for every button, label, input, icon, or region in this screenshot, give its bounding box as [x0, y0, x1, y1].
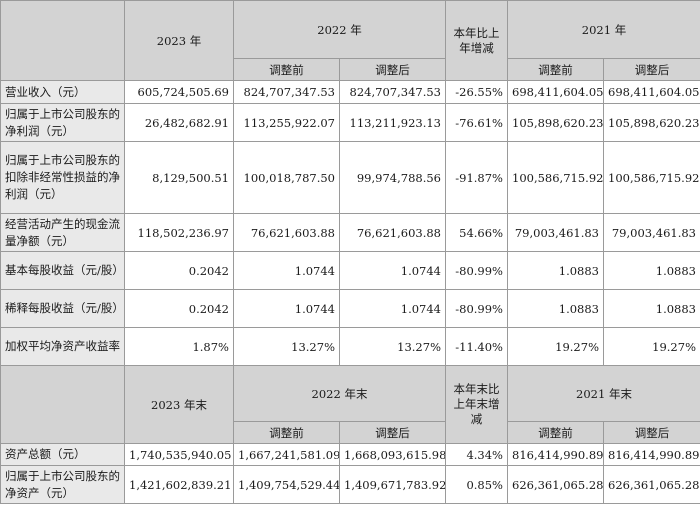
- cell-value: 1.0883: [603, 289, 700, 328]
- table-row: 归属于上市公司股东的扣除非经常性损益的净利润（元） 8,129,500.51 1…: [0, 141, 700, 214]
- table-row: 资产总额（元） 1,740,535,940.05 1,667,241,581.0…: [0, 443, 700, 466]
- table-row: 归属于上市公司股东的净资产（元） 1,421,602,839.21 1,409,…: [0, 465, 700, 504]
- table-row: 营业收入（元） 605,724,505.69 824,707,347.53 82…: [0, 80, 700, 104]
- row-label: 经营活动产生的现金流量净额（元）: [0, 213, 125, 252]
- cell-value: 99,974,788.56: [339, 141, 446, 214]
- row-label: 归属于上市公司股东的净利润（元）: [0, 103, 125, 142]
- row-label: 归属于上市公司股东的净资产（元）: [0, 465, 125, 504]
- cell-value: 13.27%: [233, 327, 340, 366]
- cell-value: 1.0744: [233, 289, 340, 328]
- cell-value: 1.0883: [507, 289, 604, 328]
- cell-value: -80.99%: [445, 289, 508, 328]
- cell-value: 1.0744: [339, 289, 446, 328]
- col-header-2023: 2023 年: [124, 0, 234, 81]
- cell-value: 1,409,754,529.44: [233, 465, 340, 504]
- cell-value: -11.40%: [445, 327, 508, 366]
- cell-value: 4.34%: [445, 443, 508, 466]
- col-header-2022-end: 2022 年末: [233, 365, 446, 422]
- cell-value: 1.0883: [507, 251, 604, 290]
- header-corner-cell: [0, 0, 125, 81]
- cell-value: 79,003,461.83: [507, 213, 604, 252]
- cell-value: -80.99%: [445, 251, 508, 290]
- cell-value: 76,621,603.88: [233, 213, 340, 252]
- col-header-change-end: 本年末比上年末增减: [445, 365, 508, 444]
- col-header-2022-end-after: 调整后: [339, 421, 446, 444]
- cell-value: 105,898,620.23: [603, 103, 700, 142]
- row-label: 加权平均净资产收益率: [0, 327, 125, 366]
- col-header-2021-after: 调整后: [603, 58, 700, 81]
- col-header-2023-end: 2023 年末: [124, 365, 234, 444]
- cell-value: 79,003,461.83: [603, 213, 700, 252]
- table-row: 稀释每股收益（元/股） 0.2042 1.0744 1.0744 -80.99%…: [0, 289, 700, 328]
- cell-value: 118,502,236.97: [124, 213, 234, 252]
- cell-value: 19.27%: [603, 327, 700, 366]
- cell-value: 13.27%: [339, 327, 446, 366]
- cell-value: 1,740,535,940.05: [124, 443, 234, 466]
- cell-value: 105,898,620.23: [507, 103, 604, 142]
- cell-value: 26,482,682.91: [124, 103, 234, 142]
- cell-value: 113,255,922.07: [233, 103, 340, 142]
- col-header-2022-end-before: 调整前: [233, 421, 340, 444]
- cell-value: -76.61%: [445, 103, 508, 142]
- row-label: 基本每股收益（元/股）: [0, 251, 125, 290]
- cell-value: 8,129,500.51: [124, 141, 234, 214]
- row-label: 归属于上市公司股东的扣除非经常性损益的净利润（元）: [0, 141, 125, 214]
- cell-value: 0.85%: [445, 465, 508, 504]
- col-header-2022: 2022 年: [233, 0, 446, 59]
- col-header-2021-end-before: 调整前: [507, 421, 604, 444]
- table-row: 归属于上市公司股东的净利润（元） 26,482,682.91 113,255,9…: [0, 103, 700, 142]
- row-label: 资产总额（元）: [0, 443, 125, 466]
- table-row: 加权平均净资产收益率 1.87% 13.27% 13.27% -11.40% 1…: [0, 327, 700, 366]
- col-header-2021-end: 2021 年末: [507, 365, 700, 422]
- cell-value: -26.55%: [445, 80, 508, 104]
- row-label: 营业收入（元）: [0, 80, 125, 104]
- cell-value: 1.0744: [233, 251, 340, 290]
- col-header-change: 本年比上年增减: [445, 0, 508, 81]
- cell-value: 1.87%: [124, 327, 234, 366]
- col-header-2022-after: 调整后: [339, 58, 446, 81]
- cell-value: 19.27%: [507, 327, 604, 366]
- cell-value: 76,621,603.88: [339, 213, 446, 252]
- cell-value: 100,586,715.92: [603, 141, 700, 214]
- cell-value: 54.66%: [445, 213, 508, 252]
- header-corner-cell: [0, 365, 125, 444]
- col-header-2021-before: 调整前: [507, 58, 604, 81]
- cell-value: 816,414,990.89: [507, 443, 604, 466]
- cell-value: 0.2042: [124, 251, 234, 290]
- cell-value: 816,414,990.89: [603, 443, 700, 466]
- cell-value: 698,411,604.05: [507, 80, 604, 104]
- cell-value: 1,409,671,783.92: [339, 465, 446, 504]
- cell-value: 100,586,715.92: [507, 141, 604, 214]
- cell-value: 824,707,347.53: [233, 80, 340, 104]
- cell-value: 0.2042: [124, 289, 234, 328]
- row-label: 稀释每股收益（元/股）: [0, 289, 125, 328]
- cell-value: 1,667,241,581.09: [233, 443, 340, 466]
- table-row: 基本每股收益（元/股） 0.2042 1.0744 1.0744 -80.99%…: [0, 251, 700, 290]
- cell-value: -91.87%: [445, 141, 508, 214]
- table-row: 经营活动产生的现金流量净额（元） 118,502,236.97 76,621,6…: [0, 213, 700, 252]
- col-header-2021: 2021 年: [507, 0, 700, 59]
- col-header-2021-end-after: 调整后: [603, 421, 700, 444]
- col-header-2022-before: 调整前: [233, 58, 340, 81]
- cell-value: 1,668,093,615.98: [339, 443, 446, 466]
- cell-value: 626,361,065.28: [603, 465, 700, 504]
- cell-value: 1.0883: [603, 251, 700, 290]
- cell-value: 1,421,602,839.21: [124, 465, 234, 504]
- cell-value: 824,707,347.53: [339, 80, 446, 104]
- cell-value: 1.0744: [339, 251, 446, 290]
- cell-value: 113,211,923.13: [339, 103, 446, 142]
- cell-value: 698,411,604.05: [603, 80, 700, 104]
- cell-value: 626,361,065.28: [507, 465, 604, 504]
- cell-value: 605,724,505.69: [124, 80, 234, 104]
- cell-value: 100,018,787.50: [233, 141, 340, 214]
